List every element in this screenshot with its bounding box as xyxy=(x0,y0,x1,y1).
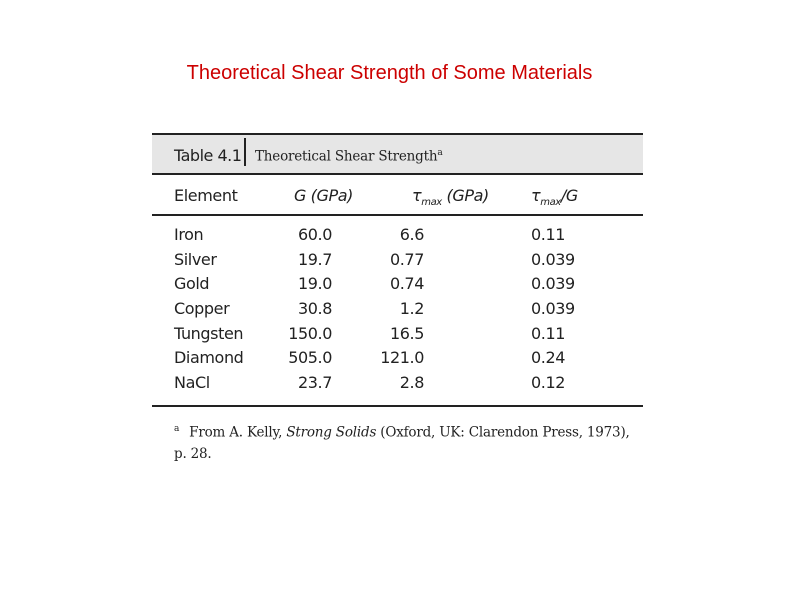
footnote-prefix: From A. Kelly, xyxy=(189,424,287,441)
cell-tau-max: 1.2 xyxy=(399,299,425,319)
cell-g: 30.8 xyxy=(297,299,332,319)
cell-g: 150.0 xyxy=(288,323,332,343)
cell-ratio: 0.11 xyxy=(531,323,566,343)
cell-element: Iron xyxy=(174,225,204,244)
cell-tau-max: 0.77 xyxy=(389,249,424,269)
column-header-g: G (GPa) xyxy=(294,186,354,205)
table-row: Tungsten 150.0 16.5 0.11 xyxy=(152,324,643,349)
cell-ratio: 0.11 xyxy=(531,225,566,244)
header-rule xyxy=(152,173,643,175)
shear-strength-table: Table 4.1 Theoretical Shear Strengtha El… xyxy=(152,133,643,463)
cell-g: 19.0 xyxy=(297,274,332,294)
cell-tau-max: 121.0 xyxy=(380,348,424,368)
table-row: Iron 60.0 6.6 0.11 xyxy=(152,225,643,250)
cell-g: 505.0 xyxy=(288,348,332,368)
cell-g: 23.7 xyxy=(297,373,332,393)
table-row: Gold 19.0 0.74 0.039 xyxy=(152,274,643,299)
caption-footnote-marker: a xyxy=(437,148,443,158)
table-row: Silver 19.7 0.77 0.039 xyxy=(152,250,643,275)
cell-tau-max: 6.6 xyxy=(399,225,425,244)
column-header-element: Element xyxy=(174,186,238,205)
table-header: Table 4.1 Theoretical Shear Strengtha xyxy=(152,133,643,173)
table-body: Iron 60.0 6.6 0.11 Silver 19.7 0.77 0.03… xyxy=(152,225,643,398)
footnote-marker: a xyxy=(174,424,180,434)
cell-tau-max: 0.74 xyxy=(389,274,424,294)
slide-title: Theoretical Shear Strength of Some Mater… xyxy=(186,62,593,84)
cell-ratio: 0.12 xyxy=(531,373,566,393)
column-header-ratio: τmax/G xyxy=(531,186,578,209)
table-row: Diamond 505.0 121.0 0.24 xyxy=(152,348,643,373)
table-number: Table 4.1 xyxy=(174,146,242,165)
cell-ratio: 0.039 xyxy=(531,249,575,269)
cell-element: Copper xyxy=(174,299,230,319)
cell-ratio: 0.24 xyxy=(531,348,566,368)
cell-element: Silver xyxy=(174,249,217,269)
cell-ratio: 0.039 xyxy=(531,274,575,294)
column-header-rule xyxy=(152,214,643,216)
cell-element: NaCl xyxy=(174,373,210,393)
cell-tau-max: 2.8 xyxy=(399,373,425,393)
footnote-book-title: Strong Solids xyxy=(286,424,377,441)
footnote-suffix: (Oxford, UK: Clarendon Press, 1973), p. … xyxy=(174,424,630,462)
cell-tau-max: 16.5 xyxy=(389,323,424,343)
table-row: NaCl 23.7 2.8 0.12 xyxy=(152,373,643,398)
table-footnote: a From A. Kelly, Strong Solids (Oxford, U… xyxy=(174,419,634,465)
table-row: Copper 30.8 1.2 0.039 xyxy=(152,299,643,324)
column-header-tau-max: τmax (GPa) xyxy=(412,186,489,209)
cell-element: Gold xyxy=(174,274,210,294)
header-divider xyxy=(244,138,246,166)
cell-element: Tungsten xyxy=(174,323,244,343)
cell-ratio: 0.039 xyxy=(531,299,575,319)
table-bottom-rule xyxy=(152,405,643,407)
cell-g: 19.7 xyxy=(297,249,332,269)
cell-element: Diamond xyxy=(174,348,244,368)
table-caption: Theoretical Shear Strengtha xyxy=(255,148,443,165)
table-caption-text: Theoretical Shear Strength xyxy=(255,148,438,165)
cell-g: 60.0 xyxy=(297,225,332,244)
